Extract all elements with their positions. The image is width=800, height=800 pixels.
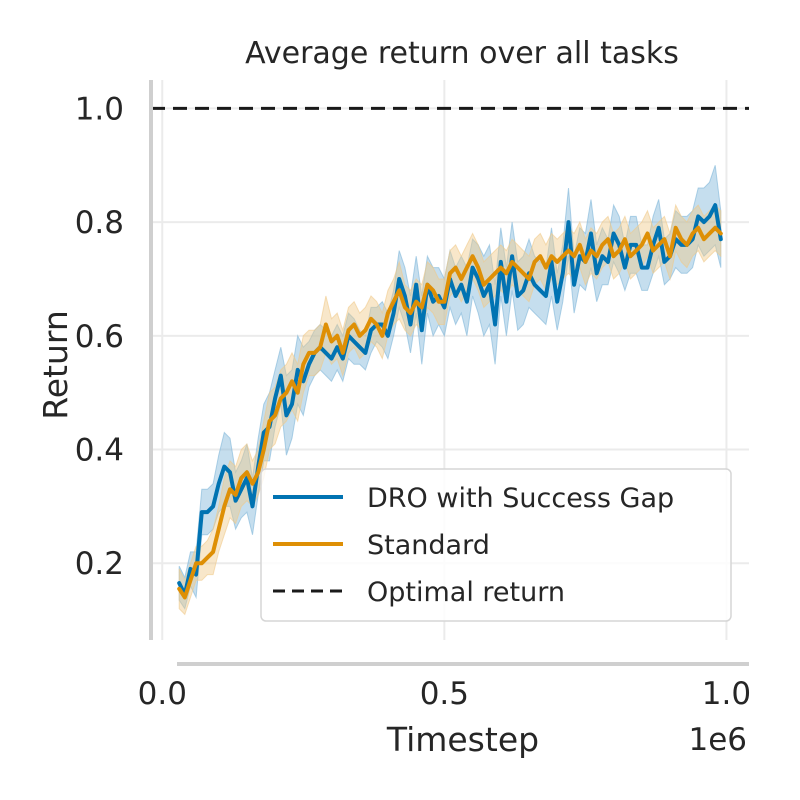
x-offset-label: 1e6 xyxy=(688,722,747,758)
x-tick-label-1: 0.5 xyxy=(420,676,469,712)
y-tick-labels: 0.2 0.4 0.6 0.8 1.0 xyxy=(75,91,124,582)
y-tick-label-2: 0.6 xyxy=(75,319,124,355)
y-tick-label-0: 0.2 xyxy=(75,546,124,582)
x-tick-labels: 0.0 0.5 1.0 xyxy=(138,676,751,712)
x-tick-label-2: 1.0 xyxy=(702,676,751,712)
series-lines xyxy=(151,106,749,600)
legend-label-2: Optimal return xyxy=(367,577,565,608)
y-tick-label-4: 1.0 xyxy=(75,91,124,127)
x-axis-label: Timestep xyxy=(386,720,539,759)
legend-label-0: DRO with Success Gap xyxy=(367,483,674,514)
y-axis-label: Return xyxy=(36,310,75,420)
legend-label-1: Standard xyxy=(367,530,490,561)
y-tick-label-3: 0.8 xyxy=(75,205,124,241)
legend-frame xyxy=(260,468,732,622)
series-1-line xyxy=(177,225,723,600)
x-tick-label-0: 0.0 xyxy=(138,676,187,712)
chart-title: Average return over all tasks xyxy=(245,36,679,71)
y-tick-label-1: 0.4 xyxy=(75,433,124,469)
legend: DRO with Success Gap Standard Optimal retu… xyxy=(260,468,732,622)
